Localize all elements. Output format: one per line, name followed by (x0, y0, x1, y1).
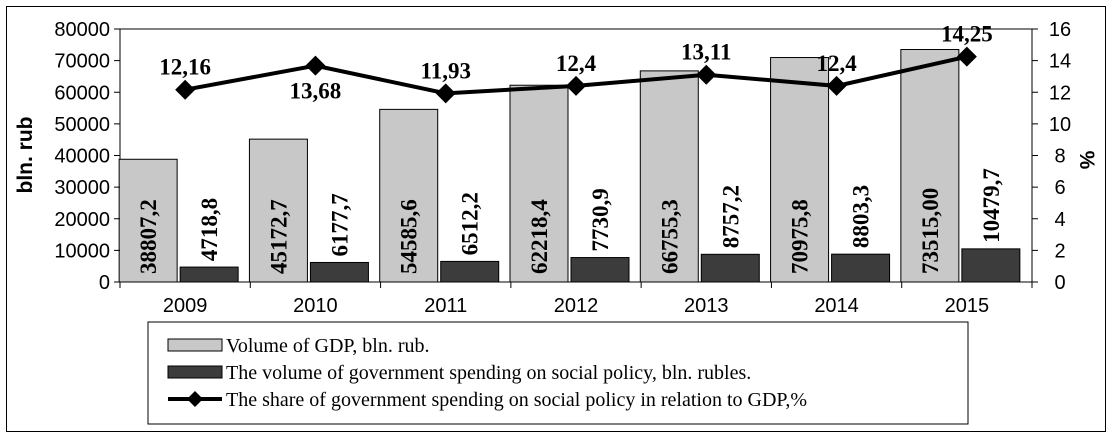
line-marker (175, 79, 196, 100)
bar (179, 266, 239, 283)
x-tick-label: 2009 (163, 295, 208, 317)
legend-swatch (167, 338, 223, 352)
x-tick-label: 2010 (293, 295, 338, 317)
bar-data-label: 66755,3 (657, 199, 682, 274)
bar-data-label: 6512,2 (458, 192, 483, 255)
bar (248, 138, 308, 283)
bar-data-label: 7730,9 (588, 188, 613, 251)
y-axis-title: bln. rub (14, 117, 37, 194)
y-tick-label: 10000 (54, 240, 110, 262)
bar (639, 70, 699, 283)
y2-tick-label: 6 (1054, 177, 1065, 199)
bar (118, 158, 178, 283)
line-data-label: 11,93 (420, 58, 470, 83)
line-data-label: 13,11 (681, 40, 731, 65)
legend-swatch (167, 365, 223, 379)
legend-label: The volume of government spending on soc… (226, 362, 751, 384)
bar-data-label: 73515,00 (918, 188, 943, 274)
bar-data-label: 54585,6 (397, 199, 422, 274)
line-data-label: 12,16 (159, 55, 211, 80)
y-tick-label: 30000 (54, 177, 110, 199)
legend-box (147, 321, 969, 425)
bar (440, 260, 500, 283)
bar (961, 248, 1021, 283)
bar-data-label: 6177,7 (327, 193, 352, 256)
line-data-label: 12,4 (556, 51, 597, 76)
y-tick-label: 0 (99, 272, 110, 294)
line-marker (435, 83, 456, 104)
bar-data-label: 8757,2 (718, 185, 743, 248)
x-tick-label: 2013 (684, 295, 729, 317)
y2-tick-label: 0 (1054, 272, 1065, 294)
bar (831, 253, 891, 283)
line-data-label: 12,4 (816, 51, 857, 76)
legend-label: The share of government spending on soci… (226, 389, 807, 411)
bar (700, 253, 760, 283)
x-tick-label: 2011 (424, 295, 467, 317)
bar (770, 57, 830, 283)
y-tick-label: 20000 (54, 209, 110, 231)
y-tick-label: 80000 (54, 19, 110, 41)
line-data-label: 13,68 (290, 79, 342, 104)
y-tick-label: 60000 (54, 82, 110, 104)
y2-axis-title: % (1075, 151, 1098, 170)
y-tick-label: 70000 (54, 51, 110, 73)
y2-tick-label: 16 (1049, 19, 1071, 41)
bar (379, 108, 439, 283)
y2-tick-label: 2 (1054, 240, 1065, 262)
y2-tick-label: 8 (1054, 146, 1065, 168)
legend-marker (187, 391, 203, 407)
bar (570, 257, 630, 283)
bar-data-label: 10479,7 (979, 168, 1004, 243)
y-tick-label: 50000 (54, 114, 110, 136)
y-tick-label: 40000 (54, 146, 110, 168)
legend-label: Volume of GDP, bln. rub. (226, 335, 430, 357)
bar-data-label: 4718,8 (197, 198, 222, 261)
line-data-label: 14,25 (941, 22, 993, 47)
bar (309, 261, 369, 283)
bar-data-label: 8803,3 (849, 185, 874, 248)
line-marker (305, 55, 326, 76)
bar-data-label: 38807,2 (136, 199, 161, 274)
x-tick-label: 2012 (554, 295, 599, 317)
legend: Volume of GDP, bln. rub. The volume of go… (147, 321, 969, 425)
bar (509, 84, 569, 283)
bar (900, 49, 960, 283)
y2-tick-label: 14 (1049, 51, 1071, 73)
x-tick-label: 2014 (814, 295, 859, 317)
bar-data-label: 62218,4 (527, 199, 552, 274)
y2-tick-label: 10 (1049, 114, 1071, 136)
line-marker (956, 46, 977, 67)
line-marker (826, 75, 847, 96)
bar-data-label: 45172,7 (266, 199, 291, 274)
bar-data-label: 70975,8 (788, 199, 813, 274)
line-marker (696, 64, 717, 85)
x-tick-label: 2015 (945, 295, 990, 317)
y2-tick-label: 12 (1049, 82, 1071, 104)
line-marker (566, 75, 586, 96)
y2-tick-label: 4 (1054, 209, 1065, 231)
